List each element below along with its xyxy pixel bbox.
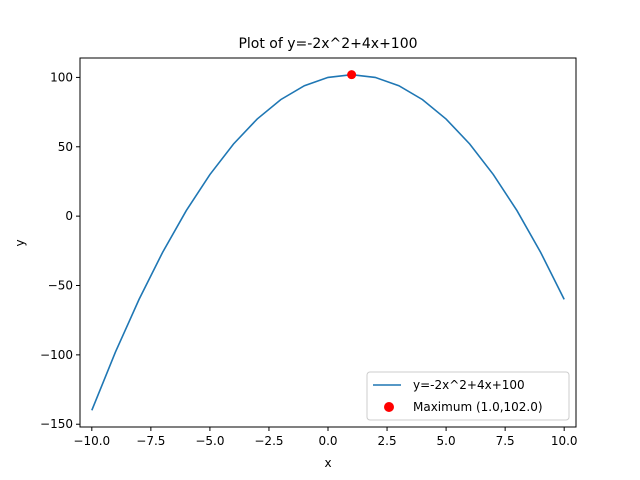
x-tick-label: 0.0 [318, 434, 337, 448]
x-tick-label: −10.0 [73, 434, 110, 448]
series-line [91, 73, 565, 411]
x-axis-ticks: −10.0 −7.5 −5.0 −2.5 0.0 2.5 5.0 7.5 10.0 [73, 427, 578, 448]
x-axis-label: x [324, 456, 331, 470]
y-axis-ticks: −150 −100 −50 0 50 100 [40, 70, 80, 431]
y-axis-label: y [13, 239, 27, 246]
x-tick-label: 2.5 [378, 434, 397, 448]
x-tick-label: −2.5 [254, 434, 283, 448]
y-tick-label: −100 [40, 348, 73, 362]
x-tick-label: −5.0 [195, 434, 224, 448]
x-tick-label: 7.5 [496, 434, 515, 448]
x-tick-label: 10.0 [551, 434, 578, 448]
legend-point-swatch [384, 402, 394, 412]
chart-title: Plot of y=-2x^2+4x+100 [238, 36, 417, 52]
x-tick-label: −7.5 [136, 434, 165, 448]
legend-box [366, 371, 570, 421]
x-tick-label: 5.0 [437, 434, 456, 448]
y-tick-label: 0 [65, 209, 73, 223]
y-tick-label: −150 [40, 417, 73, 431]
maximum-point [347, 70, 357, 80]
y-tick-label: −50 [48, 279, 73, 293]
legend: y=-2x^2+4x+100 Maximum (1.0,102.0) [366, 371, 570, 421]
legend-label-maximum: Maximum (1.0,102.0) [413, 400, 543, 414]
legend-label-series: y=-2x^2+4x+100 [413, 378, 525, 392]
y-tick-label: 50 [58, 140, 73, 154]
y-tick-label: 100 [50, 70, 73, 84]
